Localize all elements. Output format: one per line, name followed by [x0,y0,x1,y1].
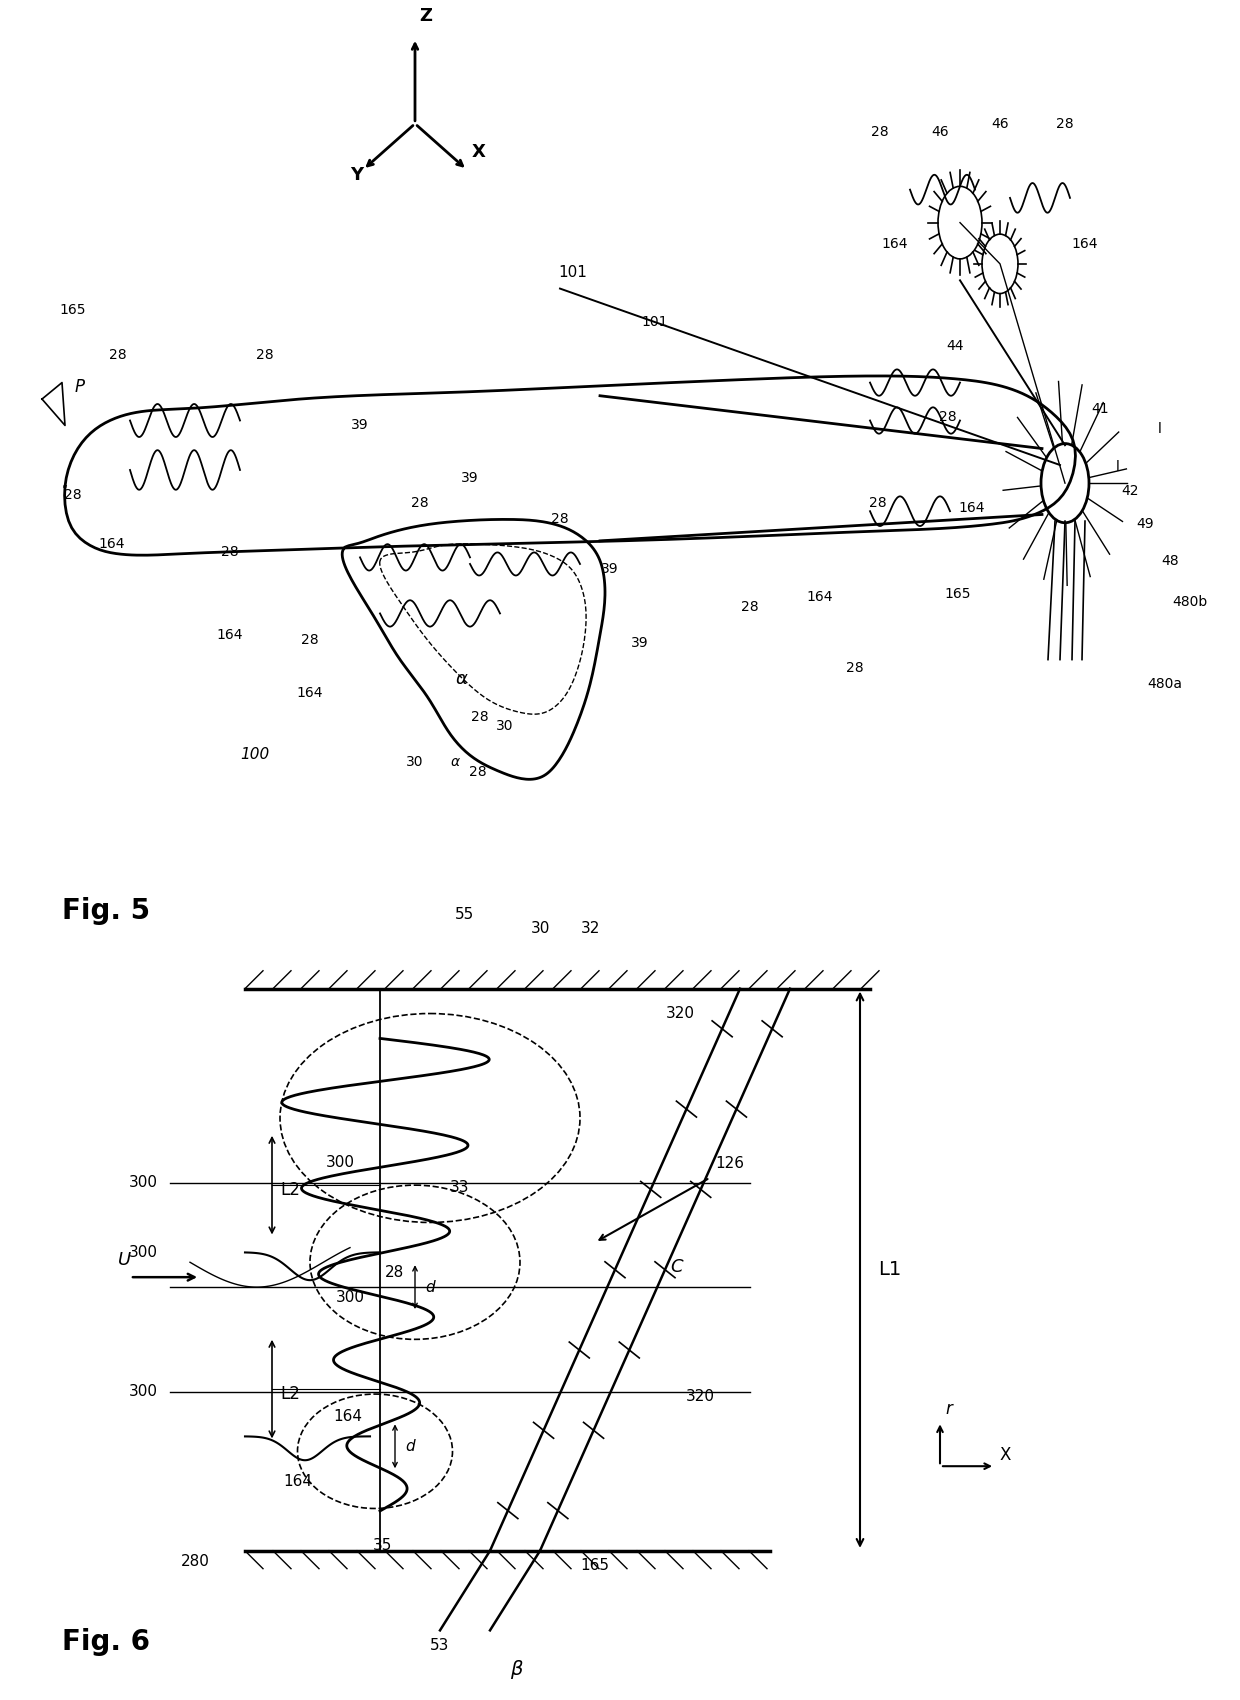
Text: 300: 300 [336,1290,365,1304]
Text: 28: 28 [64,488,82,502]
Text: 28: 28 [869,496,887,510]
Text: 53: 53 [430,1639,450,1654]
Text: L1: L1 [878,1260,901,1278]
Text: X: X [472,143,486,162]
Text: 28: 28 [257,347,274,362]
Text: 300: 300 [129,1175,157,1190]
Text: 28: 28 [386,1265,404,1280]
Text: 101: 101 [642,314,668,328]
Text: 39: 39 [351,418,368,432]
Text: 100: 100 [241,746,269,762]
Text: 28: 28 [742,600,759,614]
Text: 42: 42 [1121,484,1138,498]
Text: 300: 300 [129,1384,157,1399]
Text: 39: 39 [601,563,619,576]
Text: 164: 164 [882,236,908,252]
Text: 164: 164 [1071,236,1099,252]
Text: 28: 28 [872,124,889,139]
Text: 30: 30 [496,719,513,733]
Text: 48: 48 [1161,554,1179,568]
Text: 28: 28 [109,347,126,362]
Text: 28: 28 [552,512,569,527]
Text: 28: 28 [301,632,319,646]
Text: 480a: 480a [1147,677,1183,692]
Text: 39: 39 [631,636,649,649]
Text: 300: 300 [129,1244,157,1260]
Text: 320: 320 [666,1006,694,1022]
Text: 28: 28 [471,711,489,724]
Text: 46: 46 [991,117,1009,131]
Text: 164: 164 [959,502,986,515]
Text: L2: L2 [280,1386,300,1402]
Text: 32: 32 [580,921,600,937]
Text: 35: 35 [372,1538,392,1554]
Text: 165: 165 [580,1559,610,1572]
Text: 28: 28 [469,765,487,779]
Text: d: d [405,1438,414,1454]
Text: $\alpha$: $\alpha$ [455,670,469,689]
Text: 101: 101 [558,265,587,280]
Text: 164: 164 [807,590,833,604]
Text: Z: Z [419,7,432,26]
Text: 480b: 480b [1172,595,1208,609]
Text: $\alpha$: $\alpha$ [450,755,460,768]
Text: 28: 28 [846,661,864,675]
Text: 49: 49 [1136,517,1153,532]
Text: 164: 164 [334,1409,362,1425]
Text: 30: 30 [407,755,424,768]
Text: 28: 28 [412,496,429,510]
Text: 320: 320 [686,1389,714,1404]
Text: 164: 164 [296,685,324,700]
Text: Fig. 5: Fig. 5 [62,898,150,925]
Text: 41: 41 [1091,401,1109,416]
Text: 44: 44 [946,340,963,354]
Text: Fig. 6: Fig. 6 [62,1629,150,1656]
Text: 165: 165 [60,303,87,316]
Text: 164: 164 [217,627,243,643]
Text: 55: 55 [455,906,475,921]
Text: Y: Y [350,165,363,184]
Text: r: r [945,1401,952,1418]
Text: 39: 39 [461,471,479,484]
Text: 46: 46 [931,124,949,139]
Text: 164: 164 [284,1474,312,1489]
Text: 30: 30 [531,921,549,937]
Text: 165: 165 [945,586,971,600]
Text: l: l [1158,422,1162,435]
Text: L2: L2 [280,1182,300,1198]
Text: 126: 126 [715,1156,744,1171]
Text: 28: 28 [1056,117,1074,131]
Text: 33: 33 [450,1180,470,1195]
Text: l: l [1116,459,1120,474]
Text: U: U [118,1251,131,1270]
Text: 28: 28 [939,410,957,425]
Text: d: d [425,1280,435,1295]
Text: 28: 28 [221,546,239,559]
Text: C: C [670,1258,683,1277]
Text: 164: 164 [99,537,125,551]
Text: P: P [74,379,86,396]
Text: X: X [999,1447,1012,1464]
Text: 280: 280 [181,1554,210,1569]
Text: 300: 300 [325,1156,355,1170]
Text: $\beta$: $\beta$ [510,1658,523,1681]
